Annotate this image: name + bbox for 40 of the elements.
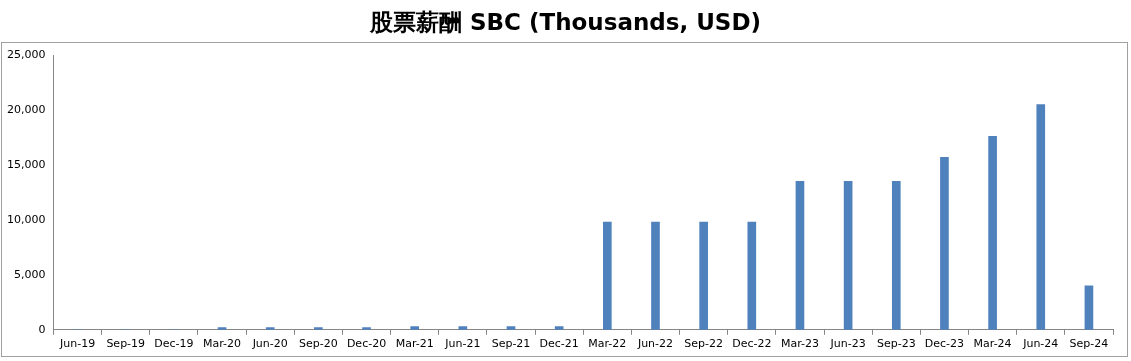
x-tick-label: Jun-23 xyxy=(829,337,866,351)
x-tick-label: Dec-22 xyxy=(732,337,772,351)
bar xyxy=(747,221,757,330)
x-tick-label: Sep-24 xyxy=(1069,337,1109,351)
x-tick-label: Dec-19 xyxy=(154,337,194,351)
y-tick-label: 25,000 xyxy=(6,47,46,61)
y-tick-label: 5,000 xyxy=(13,267,46,281)
x-tick-label: Jun-22 xyxy=(636,337,674,351)
bar xyxy=(988,136,997,330)
bar xyxy=(651,221,660,330)
chart-title: 股票薪酬 SBC (Thousands, USD) xyxy=(368,8,763,37)
y-tick-label: 20,000 xyxy=(6,102,46,116)
x-tick-label: Dec-20 xyxy=(346,337,387,351)
x-tick-label: Mar-22 xyxy=(588,337,627,351)
bar xyxy=(1084,285,1094,330)
bar xyxy=(699,221,708,330)
y-tick-label: 15,000 xyxy=(6,157,46,171)
bar xyxy=(843,181,853,330)
x-tick-label: Sep-19 xyxy=(106,337,146,351)
x-tick-label: Jun-19 xyxy=(58,337,96,351)
y-tick-label: 0 xyxy=(38,322,46,336)
x-tick-label: Sep-20 xyxy=(299,337,338,351)
x-tick-label: Sep-21 xyxy=(491,337,531,351)
x-tick-label: Sep-23 xyxy=(876,337,916,351)
x-tick-label: Mar-20 xyxy=(203,337,242,351)
bar xyxy=(1036,104,1046,330)
x-tick-label: Mar-23 xyxy=(780,337,819,351)
y-tick-label: 10,000 xyxy=(6,212,46,226)
bar xyxy=(602,221,612,330)
x-tick-label: Sep-22 xyxy=(684,337,723,351)
x-tick-label: Mar-21 xyxy=(395,337,434,351)
x-tick-label: Jun-21 xyxy=(444,337,481,351)
x-tick-label: Dec-23 xyxy=(924,337,965,351)
bar xyxy=(795,181,805,330)
x-tick-label: Jun-24 xyxy=(1022,337,1059,351)
bar xyxy=(891,181,901,330)
x-tick-label: Mar-24 xyxy=(973,337,1012,351)
x-tick-label: Dec-21 xyxy=(539,337,579,351)
x-tick-label: Jun-20 xyxy=(251,337,288,351)
bar xyxy=(940,156,949,330)
